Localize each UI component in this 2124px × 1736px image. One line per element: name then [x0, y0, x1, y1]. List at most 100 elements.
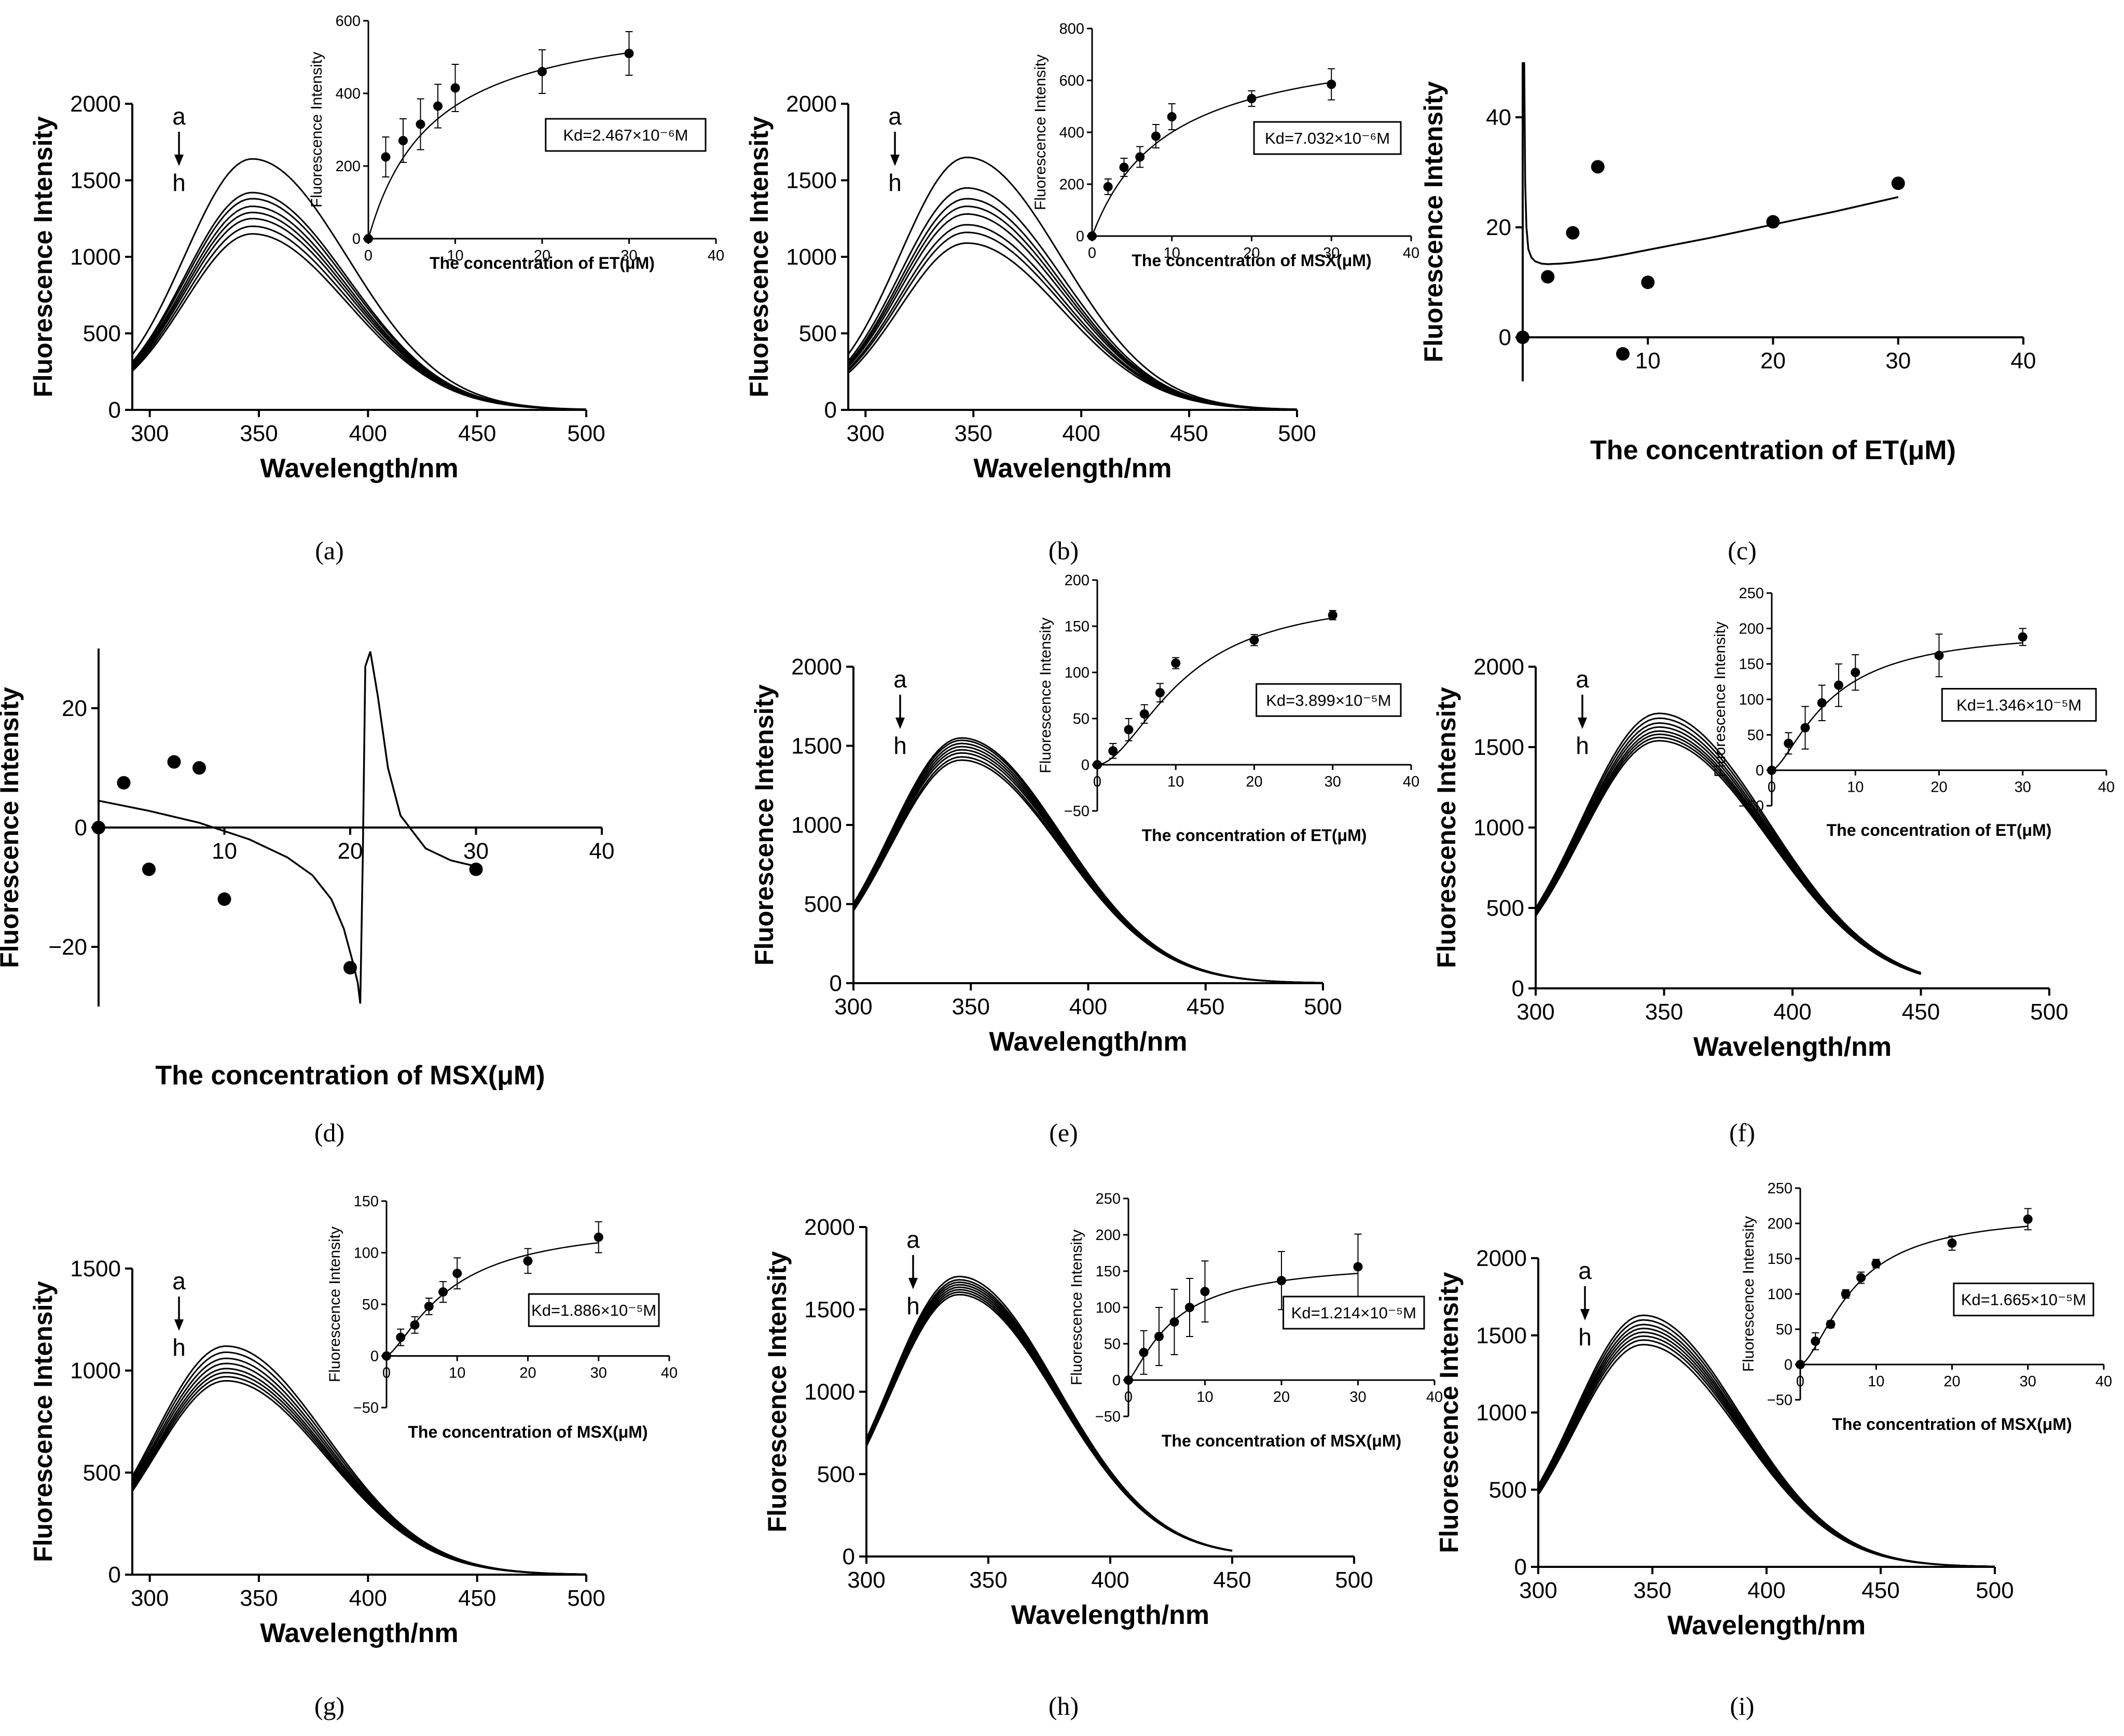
x-tick-label: 400 — [1091, 1567, 1129, 1593]
inset-x-axis-label: The concentration of ET(μM) — [1827, 821, 2052, 839]
y-axis-label: Fluorescence Intensity — [763, 1251, 792, 1532]
inset-y-tick-label: 200 — [1739, 621, 1764, 637]
spectrum-line-8 — [131, 1380, 587, 1575]
panel-label-c: (c) — [1728, 536, 1757, 565]
inset-y-tick-label: 250 — [1096, 1191, 1121, 1207]
inset-y-axis-label: Fluorescence Intensity — [308, 52, 325, 208]
inset-data-point — [1851, 668, 1860, 678]
inset-data-point — [1135, 152, 1145, 162]
inset-fit-curve — [1128, 1273, 1358, 1381]
inset-x-tick-label: 40 — [1426, 1389, 1443, 1406]
inset-y-axis-label: Fluorescence Intensity — [1032, 54, 1049, 210]
inset-data-point — [1327, 79, 1336, 89]
inset-data-point — [381, 152, 391, 162]
inset-y-tick-label: 50 — [1073, 711, 1089, 727]
y-tick-label: 500 — [1486, 895, 1524, 921]
arrow-label-bottom: h — [888, 169, 902, 196]
inset-data-point — [1800, 723, 1810, 733]
inset-y-tick-label: 150 — [1739, 656, 1764, 673]
spectrum-line-1 — [131, 158, 587, 410]
inset-x-tick-label: 10 — [1164, 245, 1180, 261]
inset-x-axis-label: The concentration of MSX(μM) — [408, 1423, 647, 1441]
spectrum-line-3 — [1537, 1324, 1995, 1567]
kd-label: Kd=1.346×10⁻⁵M — [1956, 696, 2081, 714]
panel-c: 0 20 40 10 20 30 40 The concentration of ET(μM)… — [1419, 62, 2036, 465]
y-tick-label: 0 — [1514, 1554, 1527, 1580]
inset-y-tick-label: 200 — [1059, 176, 1084, 193]
inset-data-point — [1817, 698, 1827, 708]
kd-label: Kd=1.665×10⁻⁵M — [1961, 1291, 2086, 1309]
x-axis-label: Wavelength/nm — [973, 453, 1171, 484]
y-tick-label: 0 — [843, 1544, 855, 1569]
inset-x-tick-label: 20 — [1243, 245, 1260, 261]
inset-x-tick-label: 10 — [1847, 779, 1864, 796]
data-point — [92, 821, 105, 834]
inset-data-point — [1124, 725, 1134, 735]
inset-data-point — [416, 119, 425, 129]
x-tick-label: 20 — [338, 838, 363, 864]
inset-data-point — [1171, 658, 1181, 668]
inset-data-point — [1947, 1238, 1957, 1248]
kd-box — [1256, 683, 1402, 717]
kd-box — [1953, 1283, 2094, 1317]
inset-y-tick-label: 200 — [1768, 1216, 1792, 1232]
x-tick-label: 450 — [1187, 994, 1224, 1019]
y-tick-label: 0 — [108, 397, 121, 423]
panel-label-b: (b) — [1049, 536, 1079, 565]
kd-box — [1941, 688, 2097, 722]
fit-curve — [98, 651, 476, 1004]
x-tick-label: 10 — [1635, 348, 1661, 374]
inset-x-tick-label: 20 — [1273, 1389, 1290, 1406]
inset-g: −50 0 50 100 150 0 10 20 30 40 The concentration o… — [326, 1193, 678, 1441]
inset-y-tick-label: 150 — [1768, 1251, 1792, 1267]
x-tick-label: 400 — [1062, 421, 1100, 446]
inset-y-tick-label: −50 — [1064, 803, 1089, 820]
inset-x-tick-label: 20 — [1246, 774, 1262, 790]
inset-x-tick-label: 20 — [1943, 1373, 1960, 1390]
inset-data-point — [1139, 709, 1149, 719]
inset-y-tick-label: 100 — [354, 1245, 379, 1262]
inset-x-tick-label: 20 — [1930, 779, 1947, 796]
kd-label: Kd=1.214×10⁻⁵M — [1291, 1304, 1416, 1322]
inset-y-tick-label: 100 — [1096, 1300, 1121, 1316]
inset-fit-curve — [1091, 81, 1332, 237]
x-axis-label: Wavelength/nm — [1011, 1600, 1209, 1630]
y-axis-label: Fluorescence Intensity — [1435, 1272, 1464, 1553]
inset-fit-curve — [1800, 1225, 2028, 1366]
inset-x-tick-label: 20 — [534, 247, 550, 264]
arrow-label-top: a — [893, 666, 907, 693]
inset-y-tick-label: 100 — [1768, 1286, 1792, 1303]
y-tick-label: 2000 — [786, 91, 837, 117]
x-tick-label: 450 — [458, 1586, 496, 1611]
inset-x-tick-label: 0 — [1796, 1373, 1804, 1390]
y-tick-label: 500 — [799, 321, 837, 347]
x-tick-label: 500 — [2030, 999, 2068, 1025]
arrow-down-icon — [1580, 1309, 1590, 1320]
x-tick-label: 450 — [458, 421, 496, 446]
inset-x-axis-label: The concentration of ET(μM) — [430, 254, 655, 272]
inset-x-tick-label: 30 — [1323, 245, 1340, 261]
inset-x-tick-label: 40 — [2095, 1373, 2112, 1390]
inset-x-axis-label: The concentration of ET(μM) — [1142, 826, 1367, 845]
panel-d: −20 0 20 10 20 30 40 The concentration of MSX(μ… — [0, 649, 614, 1091]
arrow-label-top: a — [1576, 666, 1589, 693]
x-tick-label: 450 — [1170, 421, 1208, 446]
arrow-label-bottom: h — [906, 1292, 920, 1319]
arrow-label-bottom: h — [893, 732, 907, 759]
inset-y-tick-label: 400 — [1059, 125, 1084, 141]
x-tick-label: 450 — [1902, 999, 1940, 1025]
data-point — [117, 776, 131, 790]
inset-x-tick-label: 40 — [1403, 774, 1419, 790]
y-tick-label: 500 — [817, 1462, 855, 1487]
y-tick-label: 500 — [804, 892, 842, 917]
inset-x-tick-label: 30 — [620, 247, 637, 264]
x-tick-label: 500 — [567, 1586, 605, 1611]
inset-data-point — [1167, 112, 1177, 121]
inset-y-tick-label: 0 — [352, 231, 361, 247]
arrow-label-bottom: h — [172, 1334, 186, 1361]
y-tick-label: 1000 — [1476, 1400, 1527, 1426]
y-axis-label: Fluorescence Intensity — [1432, 687, 1461, 968]
inset-data-point — [1277, 1276, 1286, 1286]
x-tick-label: 400 — [1069, 994, 1107, 1019]
